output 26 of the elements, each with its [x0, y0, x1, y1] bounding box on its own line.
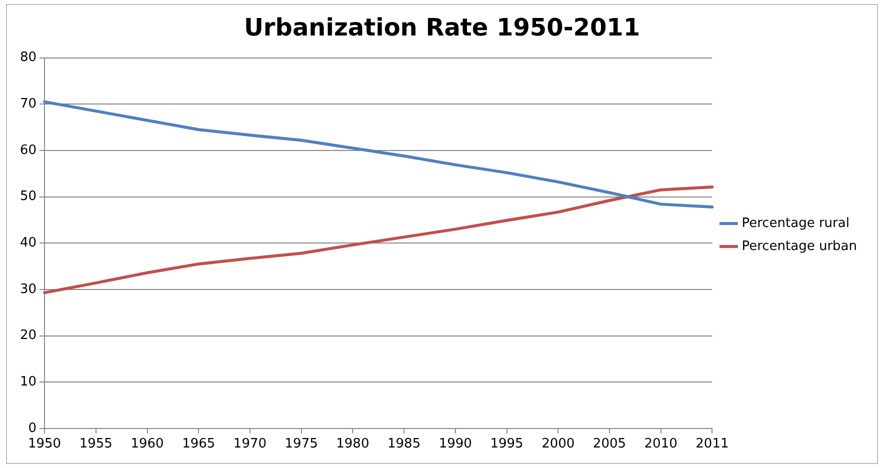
x-tick-label: 1970 — [233, 436, 267, 452]
y-tick-label: 40 — [20, 235, 37, 250]
x-tick-label: 1955 — [79, 436, 112, 452]
chart-title: Urbanization Rate 1950-2011 — [244, 14, 640, 42]
y-tick-label: 30 — [20, 282, 37, 297]
x-tick-label: 1975 — [284, 436, 318, 452]
x-tick-label: 2010 — [644, 436, 678, 452]
y-tick-label: 80 — [20, 50, 37, 66]
y-tick-label: 60 — [20, 142, 37, 158]
x-tick-label: 2011 — [696, 436, 729, 452]
x-tick-label: 1960 — [130, 436, 164, 452]
y-tick-label: 0 — [28, 420, 37, 436]
y-tick-label: 10 — [20, 374, 37, 390]
legend-label: Percentage rural — [742, 216, 850, 231]
legend-label: Percentage urban — [742, 238, 858, 254]
x-tick-label: 1965 — [182, 436, 216, 452]
x-tick-label: 1950 — [28, 436, 62, 452]
y-tick-label: 20 — [20, 328, 37, 344]
x-tick-label: 1985 — [388, 436, 421, 452]
x-tick-label: 1990 — [438, 436, 472, 452]
x-tick-label: 1995 — [490, 436, 524, 452]
x-tick-label: 2000 — [542, 436, 575, 452]
y-tick-label: 50 — [20, 189, 37, 204]
x-tick-label: 1980 — [336, 436, 370, 452]
x-tick-label: 2005 — [592, 436, 626, 452]
y-tick-label: 70 — [20, 96, 37, 112]
